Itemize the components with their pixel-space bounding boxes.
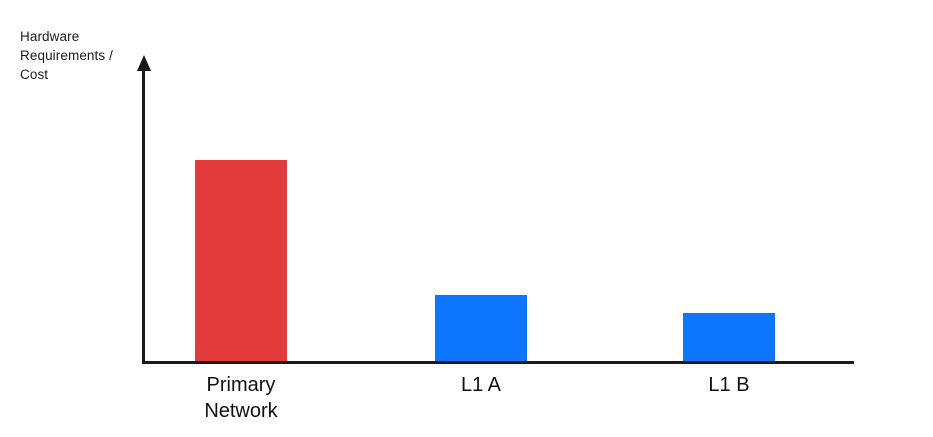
bar-label-l1-a: L1 A xyxy=(381,372,581,398)
bar-l1-a xyxy=(435,295,527,361)
y-axis-label-line-2: Requirements / xyxy=(20,48,113,63)
bar-label-text: Primary Network xyxy=(204,374,278,422)
bar-label-primary-network: Primary Network xyxy=(141,372,341,424)
bar-primary-network xyxy=(195,160,287,361)
y-axis-line xyxy=(142,69,145,364)
y-axis-label-line-1: Hardware xyxy=(20,29,80,44)
x-axis-line xyxy=(142,361,854,364)
bar-label-text: L1 A xyxy=(460,374,502,396)
y-axis-arrow-icon xyxy=(137,55,151,71)
bar-label-text: L1 B xyxy=(708,374,750,396)
y-axis-label: Hardware Requirements / Cost xyxy=(20,27,113,84)
bar-l1-b xyxy=(683,313,775,361)
y-axis-label-line-3: Cost xyxy=(20,67,49,82)
bar-label-l1-b: L1 B xyxy=(629,372,829,398)
